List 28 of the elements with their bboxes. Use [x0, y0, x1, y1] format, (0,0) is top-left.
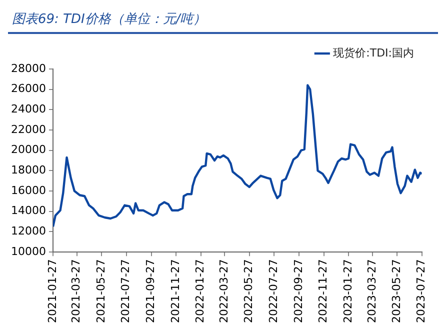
x-tick-label: 2023-03-27	[365, 259, 378, 324]
y-tick-label: 24000	[10, 102, 46, 116]
x-tick-label: 2021-11-27	[168, 259, 182, 324]
x-tick-label: 2022-01-27	[194, 259, 207, 324]
y-tick-label: 12000	[10, 224, 46, 238]
x-tick-label: 2022-03-27	[218, 259, 231, 324]
legend-label: 现货价:TDI:国内	[333, 46, 414, 60]
x-tick-label: 2023-05-27	[390, 259, 403, 324]
y-tick-label: 10000	[10, 244, 46, 258]
x-tick-label: 2021-01-27	[46, 259, 59, 324]
chart-title: 图表69: TDI价格（单位：元/吨）	[8, 8, 438, 34]
x-tick-label: 2022-09-27	[292, 259, 305, 324]
y-tick-label: 22000	[10, 122, 46, 136]
y-tick-label: 28000	[10, 62, 46, 75]
y-tick-label: 20000	[10, 143, 46, 156]
y-tick-label: 26000	[10, 82, 46, 96]
x-tick-label: 2022-11-27	[316, 259, 330, 324]
x-tick-label: 2021-05-27	[94, 259, 108, 324]
x-tick-label: 2021-03-27	[70, 259, 83, 324]
x-tick-label: 2022-05-27	[242, 259, 256, 324]
y-tick-label: 16000	[10, 184, 46, 197]
x-tick-label: 2023-01-27	[341, 259, 354, 324]
x-tick-label: 2021-09-27	[144, 259, 158, 324]
y-tick-label: 18000	[10, 164, 46, 177]
x-tick-label: 2023-07-27	[414, 259, 428, 324]
x-tick-label: 2021-07-27	[119, 259, 132, 324]
y-tick-label: 14000	[10, 204, 46, 218]
x-tick-label: 2022-07-27	[266, 259, 280, 324]
